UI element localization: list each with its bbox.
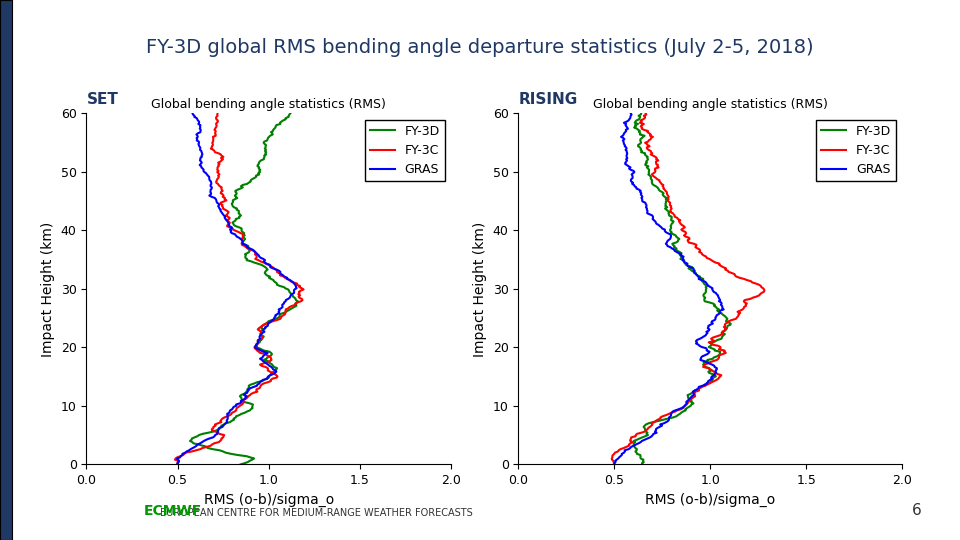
FY-3D bbox=[260, 143, 272, 150]
GRAS bbox=[197, 165, 208, 172]
GRAS bbox=[668, 246, 680, 253]
FY-3D bbox=[253, 165, 265, 172]
FY-3C bbox=[206, 143, 218, 150]
Line: FY-3C: FY-3C bbox=[175, 113, 303, 464]
GRAS bbox=[609, 461, 620, 468]
Line: FY-3C: FY-3C bbox=[612, 113, 764, 464]
FY-3C bbox=[251, 252, 262, 259]
GRAS bbox=[609, 460, 620, 467]
FY-3C bbox=[608, 460, 619, 467]
GRAS bbox=[172, 461, 183, 468]
FY-3D bbox=[240, 253, 252, 260]
Line: FY-3D: FY-3D bbox=[634, 113, 731, 464]
Title: Global bending angle statistics (RMS): Global bending angle statistics (RMS) bbox=[593, 98, 828, 111]
GRAS bbox=[253, 252, 265, 259]
Text: 6: 6 bbox=[912, 503, 922, 518]
GRAS bbox=[187, 110, 199, 117]
X-axis label: RMS (o-b)/sigma_o: RMS (o-b)/sigma_o bbox=[645, 492, 776, 507]
Legend: FY-3D, FY-3C, GRAS: FY-3D, FY-3C, GRAS bbox=[365, 120, 444, 181]
GRAS bbox=[172, 460, 183, 467]
Text: EUROPEAN CENTRE FOR MEDIUM-RANGE WEATHER FORECASTS: EUROPEAN CENTRE FOR MEDIUM-RANGE WEATHER… bbox=[160, 508, 473, 518]
FY-3D bbox=[636, 110, 647, 117]
FY-3C bbox=[251, 253, 262, 260]
Title: Global bending angle statistics (RMS): Global bending angle statistics (RMS) bbox=[152, 98, 386, 111]
Text: SET: SET bbox=[86, 92, 118, 107]
FY-3D bbox=[239, 460, 251, 467]
FY-3C bbox=[644, 143, 656, 150]
X-axis label: RMS (o-b)/sigma_o: RMS (o-b)/sigma_o bbox=[204, 492, 334, 507]
Line: GRAS: GRAS bbox=[177, 113, 297, 464]
FY-3D bbox=[633, 143, 644, 150]
FY-3D bbox=[235, 461, 247, 468]
Text: RISING: RISING bbox=[518, 92, 578, 107]
FY-3D bbox=[642, 165, 654, 172]
GRAS bbox=[675, 252, 686, 259]
FY-3C bbox=[649, 165, 660, 172]
GRAS bbox=[625, 110, 636, 117]
Legend: FY-3D, FY-3C, GRAS: FY-3D, FY-3C, GRAS bbox=[816, 120, 896, 181]
FY-3C bbox=[640, 110, 652, 117]
Line: GRAS: GRAS bbox=[614, 113, 724, 464]
FY-3D bbox=[636, 460, 648, 467]
FY-3C bbox=[694, 246, 706, 253]
GRAS bbox=[623, 165, 635, 172]
GRAS bbox=[247, 246, 258, 253]
FY-3C bbox=[698, 252, 709, 259]
FY-3D bbox=[243, 246, 254, 253]
GRAS bbox=[253, 253, 265, 260]
Y-axis label: Impact Height (km): Impact Height (km) bbox=[41, 221, 55, 356]
FY-3D bbox=[240, 252, 252, 259]
Y-axis label: Impact Height (km): Impact Height (km) bbox=[473, 221, 487, 356]
FY-3C bbox=[701, 253, 712, 260]
FY-3C bbox=[212, 110, 224, 117]
FY-3D bbox=[676, 253, 687, 260]
FY-3C bbox=[245, 246, 256, 253]
FY-3D bbox=[670, 246, 682, 253]
GRAS bbox=[194, 143, 205, 150]
FY-3C bbox=[609, 461, 620, 468]
FY-3D bbox=[636, 461, 648, 468]
Line: FY-3D: FY-3D bbox=[190, 113, 298, 464]
GRAS bbox=[619, 143, 631, 150]
FY-3D bbox=[284, 110, 296, 117]
FY-3C bbox=[172, 461, 183, 468]
FY-3C bbox=[212, 165, 224, 172]
Text: FY-3D global RMS bending angle departure statistics (July 2-5, 2018): FY-3D global RMS bending angle departure… bbox=[146, 38, 814, 57]
Text: ECMWF: ECMWF bbox=[144, 504, 202, 518]
FY-3C bbox=[172, 460, 183, 467]
GRAS bbox=[678, 253, 689, 260]
FY-3D bbox=[675, 252, 686, 259]
